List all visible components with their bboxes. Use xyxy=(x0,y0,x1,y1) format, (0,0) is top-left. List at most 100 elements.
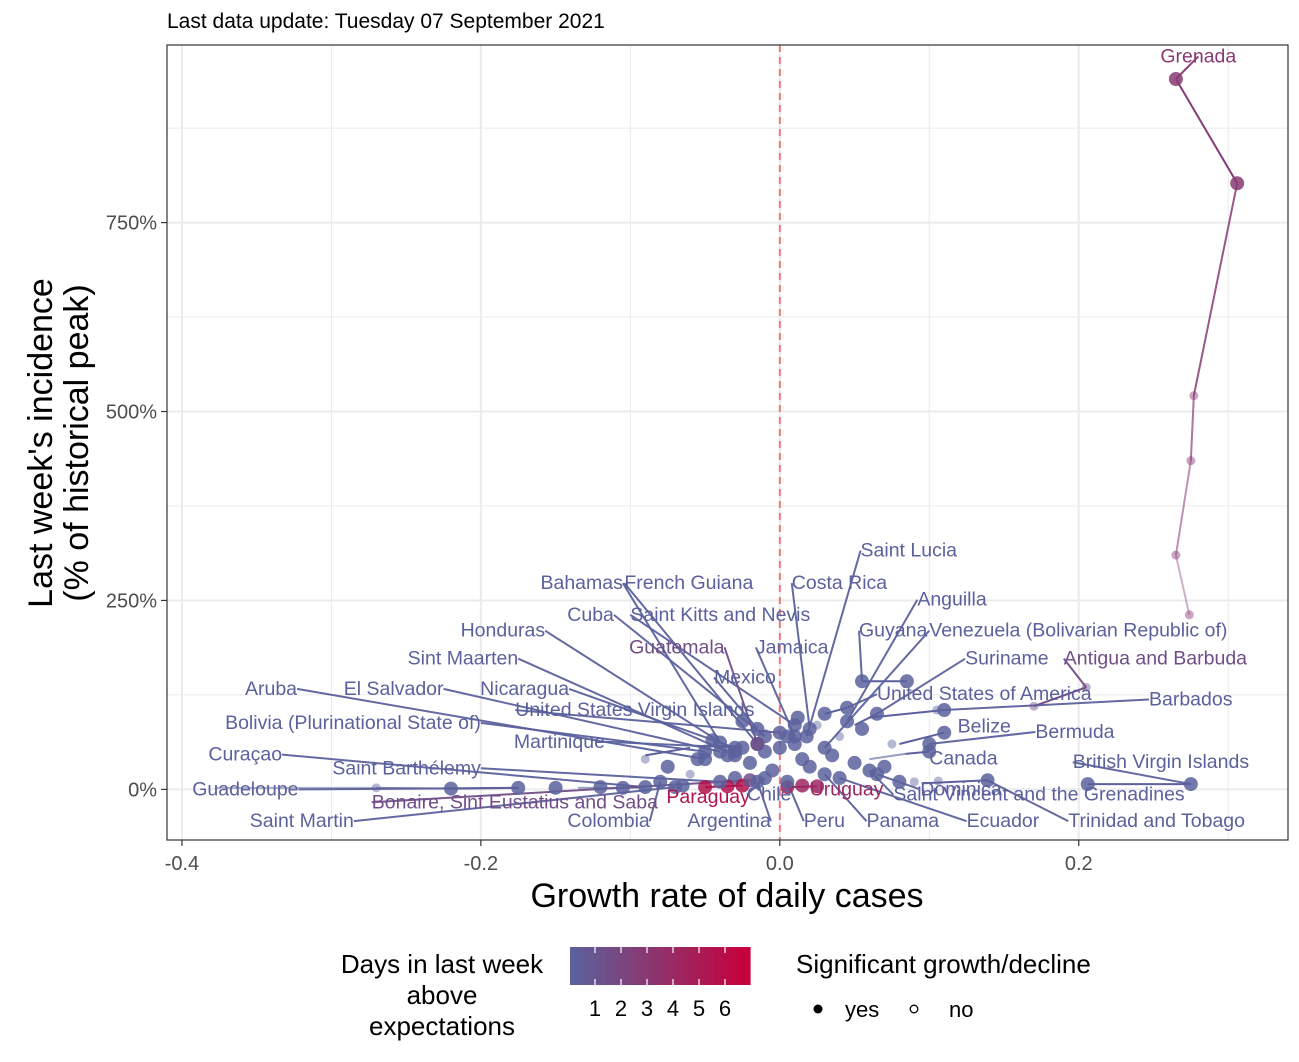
shape-legend-yes-label: yes xyxy=(845,997,879,1022)
leader-mexico xyxy=(713,676,759,730)
point-guadeloupe xyxy=(511,780,526,795)
history-point xyxy=(1230,176,1245,191)
history-point xyxy=(892,774,907,789)
label-french-guiana: French Guiana xyxy=(624,572,753,594)
point-panama xyxy=(817,767,832,782)
color-legend-segment xyxy=(642,947,648,985)
y-tick-label: 0% xyxy=(128,779,157,801)
chart-subtitle: Last data update: Tuesday 07 September 2… xyxy=(167,10,605,33)
history-point xyxy=(817,706,832,721)
color-legend-segment xyxy=(714,947,720,985)
label-paraguay: Paraguay xyxy=(666,786,750,808)
label-saint-martin: Saint Martin xyxy=(250,810,354,832)
leader-guadeloupe xyxy=(298,786,519,791)
y-axis-title: Last week's incidence (% of historical p… xyxy=(22,278,96,608)
label-guatemala: Guatemala xyxy=(629,636,725,658)
label-el-salvador: El Salvador xyxy=(344,678,444,700)
leader-venezuela-bolivarian-republic-of xyxy=(823,630,931,749)
point-trinidad-and-tobago xyxy=(980,773,995,788)
x-tick-label: 0.2 xyxy=(1065,853,1093,875)
color-legend-title-line-2: above xyxy=(407,980,478,1010)
point-grenada xyxy=(1168,72,1183,87)
color-legend-segment xyxy=(655,947,661,985)
trajectory-trinidad-and-tobago xyxy=(921,779,988,785)
color-legend-segment xyxy=(682,947,688,985)
color-legend-segment xyxy=(700,947,706,985)
trajectory-grenada xyxy=(1174,554,1191,616)
label-nicaragua: Nicaragua xyxy=(480,678,569,700)
color-legend-segment xyxy=(669,947,675,985)
color-legend-segment xyxy=(736,947,742,985)
leader-barbados xyxy=(944,698,1150,712)
color-legend-segment xyxy=(574,947,580,985)
history-point xyxy=(1080,777,1095,792)
label-anguilla: Anguilla xyxy=(917,589,987,611)
color-legend-segment xyxy=(579,947,585,985)
leader-aruba xyxy=(296,687,706,761)
color-legend-segment xyxy=(660,947,666,985)
point-saint-martin xyxy=(668,780,683,795)
color-legend-segment xyxy=(628,947,634,985)
label-jamaica: Jamaica xyxy=(756,636,829,658)
label-argentina: Argentina xyxy=(687,810,771,832)
shape-legend-title: Significant growth/decline xyxy=(796,949,1091,979)
label-colombia: Colombia xyxy=(567,810,650,832)
leader-el-salvador xyxy=(443,687,721,753)
label-panama: Panama xyxy=(867,810,940,832)
label-aruba: Aruba xyxy=(245,678,297,700)
color-legend-segment xyxy=(705,947,711,985)
history-point xyxy=(548,780,563,795)
history-point xyxy=(887,739,897,749)
leader-saint-lucia xyxy=(805,550,862,737)
color-legend-segment xyxy=(741,947,747,985)
label-united-states-virgin-islands: United States Virgin Islands xyxy=(515,699,754,721)
history-point xyxy=(899,674,914,689)
color-legend-segment xyxy=(745,947,751,985)
color-legend-segment xyxy=(583,947,589,985)
color-legend-segment xyxy=(633,947,639,985)
leader-united-states-virgin-islands xyxy=(515,709,780,734)
color-legend-tick-label: 6 xyxy=(719,996,731,1021)
color-legend-segment xyxy=(610,947,616,985)
x-tick-label: -0.4 xyxy=(165,853,199,875)
leader-saint-kitts-and-nevis xyxy=(629,614,796,726)
history-point xyxy=(933,776,943,786)
label-saint-barthelemy: Saint Barthélemy xyxy=(332,757,481,779)
plot-panel: Grenada Saint Lucia Bahamas French Guiana Co… xyxy=(166,44,1289,841)
leader-sint-maarten xyxy=(517,657,736,757)
color-legend-segment xyxy=(597,947,603,985)
x-axis-title: Growth rate of daily cases xyxy=(530,877,923,915)
label-barbados: Barbados xyxy=(1149,688,1233,710)
color-legend-segment xyxy=(592,947,598,985)
color-legend-segment xyxy=(673,947,679,985)
point-suriname xyxy=(869,706,884,721)
panel-border xyxy=(166,44,1289,841)
label-bermuda: Bermuda xyxy=(1035,721,1114,743)
shape-legend-yes-key xyxy=(813,1004,823,1014)
x-axis-ticks: -0.4 -0.2 0.0 0.2 xyxy=(165,840,1093,875)
color-legend-segment xyxy=(646,947,652,985)
point-peru xyxy=(780,774,795,789)
history-point xyxy=(909,777,919,787)
history-point xyxy=(698,780,713,795)
color-legend-tick-label: 5 xyxy=(693,996,705,1021)
label-suriname: Suriname xyxy=(965,648,1048,670)
point-anguilla xyxy=(840,714,855,729)
history-point xyxy=(1189,391,1199,401)
leader-ecuador xyxy=(839,777,967,823)
history-point xyxy=(640,754,650,764)
data-points xyxy=(371,72,1245,796)
y-axis-title-line-2: (% of historical peak) xyxy=(58,284,96,601)
label-peru: Peru xyxy=(804,810,845,832)
history-point xyxy=(1029,701,1039,711)
shape-legend-no-key xyxy=(909,1004,919,1014)
point-guyana xyxy=(855,674,870,689)
trajectory-antigua-and-barbuda xyxy=(1033,686,1087,708)
history-point xyxy=(802,759,817,774)
trajectory-canada xyxy=(869,752,906,761)
point-united-states-virgin-islands xyxy=(772,725,787,740)
label-belize: Belize xyxy=(958,716,1011,738)
point-uruguay xyxy=(810,779,825,794)
color-legend-segment xyxy=(678,947,684,985)
